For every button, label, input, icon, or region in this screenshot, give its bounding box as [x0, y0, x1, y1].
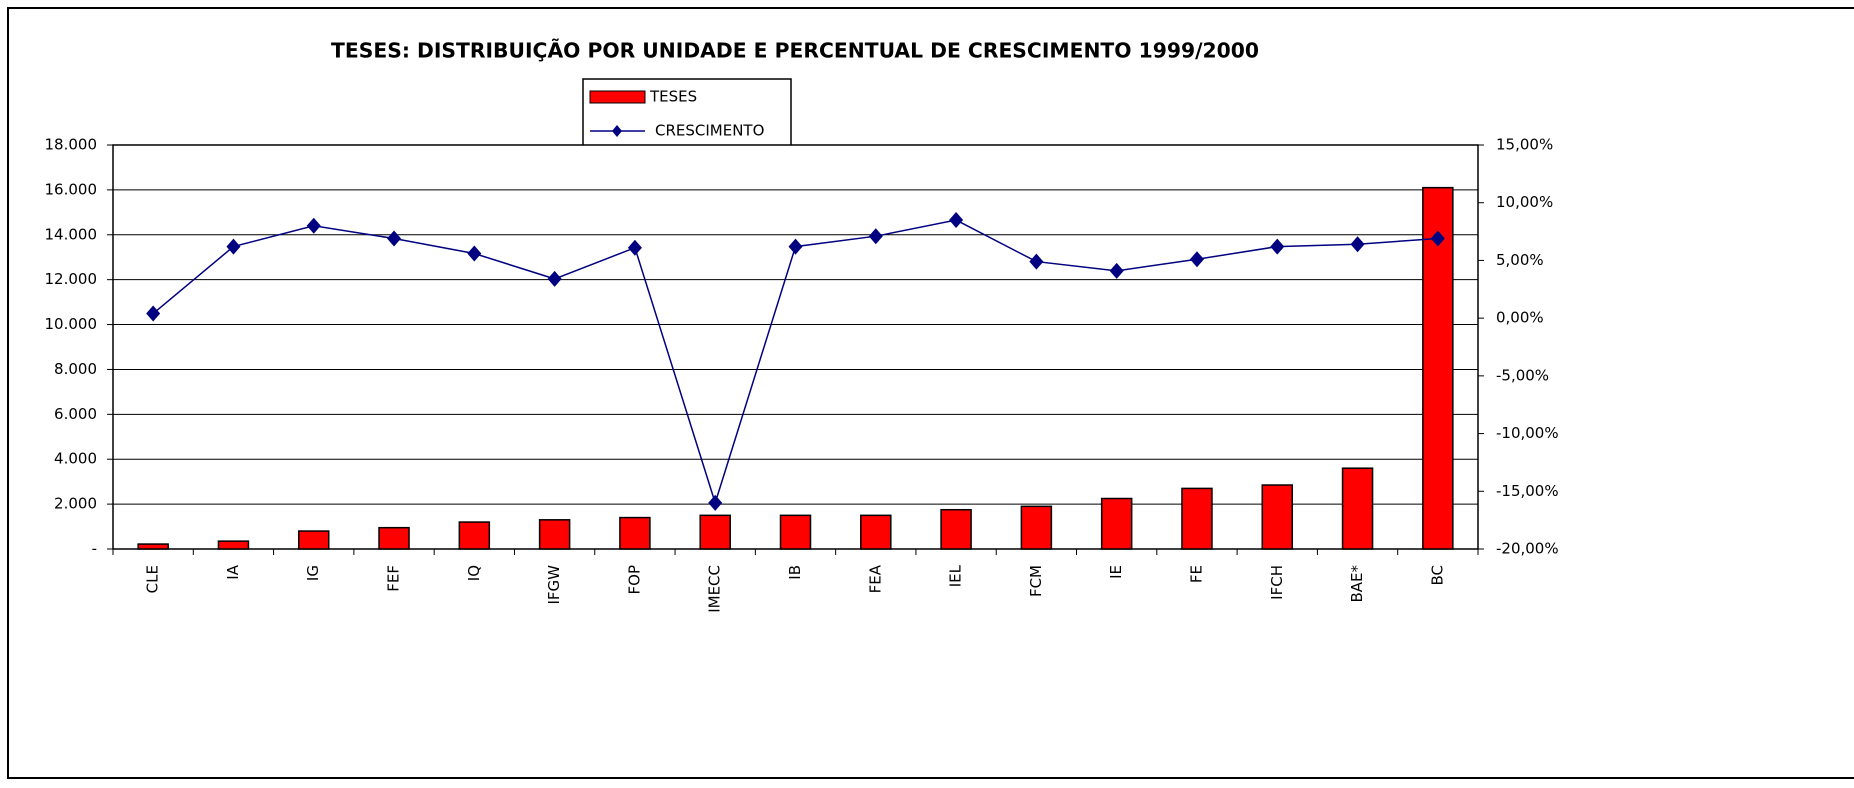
chart-title: TESES: DISTRIBUIÇÃO POR UNIDADE E PERCEN…: [331, 39, 1259, 63]
marker: [1109, 262, 1124, 279]
marker: [306, 217, 321, 234]
y2-tick-label: -10,00%: [1496, 424, 1559, 442]
marker: [1350, 236, 1365, 253]
x-tick-label: IG: [304, 565, 322, 581]
marker: [788, 238, 803, 255]
x-tick-label: FE: [1187, 565, 1205, 583]
bar: [458, 521, 491, 550]
x-tick-label: FEA: [866, 564, 884, 593]
bar: [619, 516, 651, 550]
marker: [1189, 251, 1204, 268]
marker: [387, 230, 402, 247]
bar: [699, 514, 731, 550]
legend-marker: [612, 125, 622, 137]
y2-tick-label: -20,00%: [1496, 540, 1559, 558]
y-tick-label: 8.000: [54, 360, 97, 378]
x-tick-label: BC: [1428, 565, 1446, 586]
bar: [378, 526, 410, 550]
marker: [1029, 253, 1044, 270]
y-tick-label: 6.000: [54, 405, 97, 423]
y2-tick-label: 0,00%: [1496, 309, 1544, 327]
bar: [1422, 186, 1454, 550]
y-tick-label: 12.000: [45, 270, 98, 288]
plot-area: [113, 145, 1478, 549]
x-tick-label: IA: [224, 564, 242, 579]
y-tick-label: -: [92, 540, 97, 558]
x-tick-label: BAE*: [1348, 565, 1366, 603]
y-tick-label: 14.000: [45, 225, 98, 243]
marker: [226, 238, 241, 255]
y-tick-label: 2.000: [54, 495, 97, 513]
bar: [860, 514, 892, 550]
x-tick-label: IFCH: [1268, 565, 1286, 600]
bar: [217, 540, 250, 550]
y-tick-label: 18.000: [45, 136, 98, 154]
marker: [627, 239, 642, 256]
x-tick-label: FEF: [385, 565, 403, 592]
bar: [779, 514, 812, 550]
bar: [1181, 487, 1213, 550]
bar: [1341, 467, 1374, 550]
x-tick-label: IB: [786, 565, 804, 580]
y2-tick-label: -15,00%: [1496, 482, 1559, 500]
marker: [949, 212, 964, 229]
x-tick-label: IEL: [947, 564, 965, 587]
y2-tick-label: 10,00%: [1496, 193, 1553, 211]
x-tick-label: IFGW: [545, 565, 563, 605]
marker: [1270, 238, 1285, 255]
x-tick-label: IMECC: [706, 565, 724, 613]
y-tick-label: 4.000: [54, 450, 97, 468]
legend-label: CRESCIMENTO: [655, 122, 764, 140]
legend-label: TESES: [649, 88, 697, 106]
bar: [137, 543, 169, 550]
marker: [547, 270, 562, 287]
bar: [1261, 484, 1294, 550]
marker: [467, 245, 482, 262]
x-tick-label: IE: [1107, 565, 1125, 579]
bar: [940, 508, 972, 550]
x-tick-label: FCM: [1027, 565, 1045, 597]
y2-tick-label: 5,00%: [1496, 251, 1544, 269]
marker: [708, 494, 723, 511]
y2-tick-label: 15,00%: [1496, 136, 1553, 154]
x-tick-label: FOP: [625, 565, 643, 594]
y-tick-label: 10.000: [45, 315, 98, 333]
marker: [868, 228, 883, 245]
bar: [538, 519, 571, 550]
y-tick-label: 16.000: [45, 180, 98, 198]
marker: [146, 305, 161, 322]
x-tick-label: CLE: [144, 565, 162, 593]
legend-swatch: [589, 90, 646, 104]
bar: [1100, 497, 1133, 550]
marker: [1430, 230, 1445, 247]
bar: [297, 530, 330, 550]
bar: [1020, 505, 1053, 550]
y2-tick-label: -5,00%: [1496, 366, 1549, 384]
x-tick-label: IQ: [465, 565, 483, 581]
